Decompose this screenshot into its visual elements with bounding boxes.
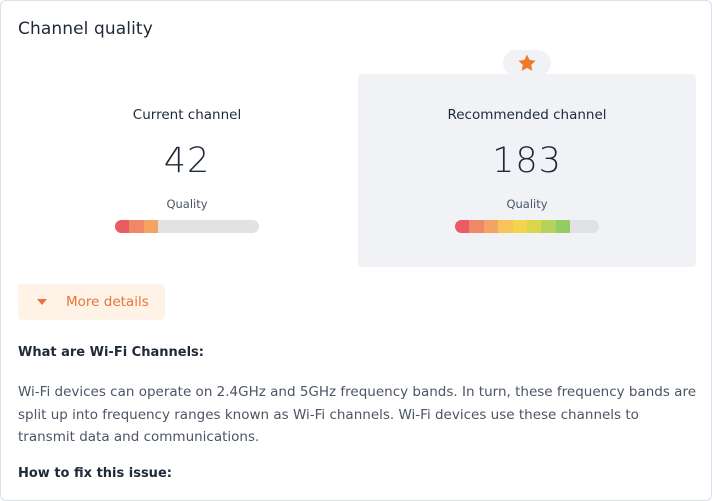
recommended-quality-label: Quality — [506, 197, 548, 211]
current-quality-bar — [115, 220, 259, 233]
wifi-channels-description: Wi-Fi devices can operate on 2.4GHz and … — [18, 384, 697, 445]
current-channel-value: 42 — [163, 141, 211, 181]
quality-segment — [455, 220, 470, 233]
how-to-fix-heading: How to fix this issue: — [18, 466, 172, 481]
quality-segment — [555, 220, 571, 233]
wifi-channels-heading: What are Wi-Fi Channels: — [18, 345, 204, 360]
current-quality-label: Quality — [166, 197, 208, 211]
quality-segment — [512, 220, 527, 233]
recommended-badge — [503, 50, 551, 76]
recommended-channel-label: Recommended channel — [447, 107, 607, 123]
quality-segment — [143, 220, 159, 233]
quality-segment — [115, 220, 130, 233]
more-details-label: More details — [66, 294, 149, 310]
current-channel-panel: Current channel 42 Quality — [18, 74, 356, 267]
quality-segment — [498, 220, 513, 233]
recommended-channel-panel: Recommended channel 183 Quality — [358, 74, 696, 267]
card-title: Channel quality — [18, 19, 153, 39]
more-details-button[interactable]: More details — [18, 284, 165, 320]
quality-segment — [483, 220, 499, 233]
recommended-quality-bar — [455, 220, 599, 233]
quality-segment — [129, 220, 144, 233]
star-icon — [518, 54, 536, 71]
current-channel-label: Current channel — [132, 107, 242, 123]
caret-down-icon — [37, 299, 47, 305]
quality-segment — [526, 220, 542, 233]
quality-segment — [469, 220, 484, 233]
quality-segment — [541, 220, 556, 233]
recommended-channel-value: 183 — [492, 141, 562, 181]
